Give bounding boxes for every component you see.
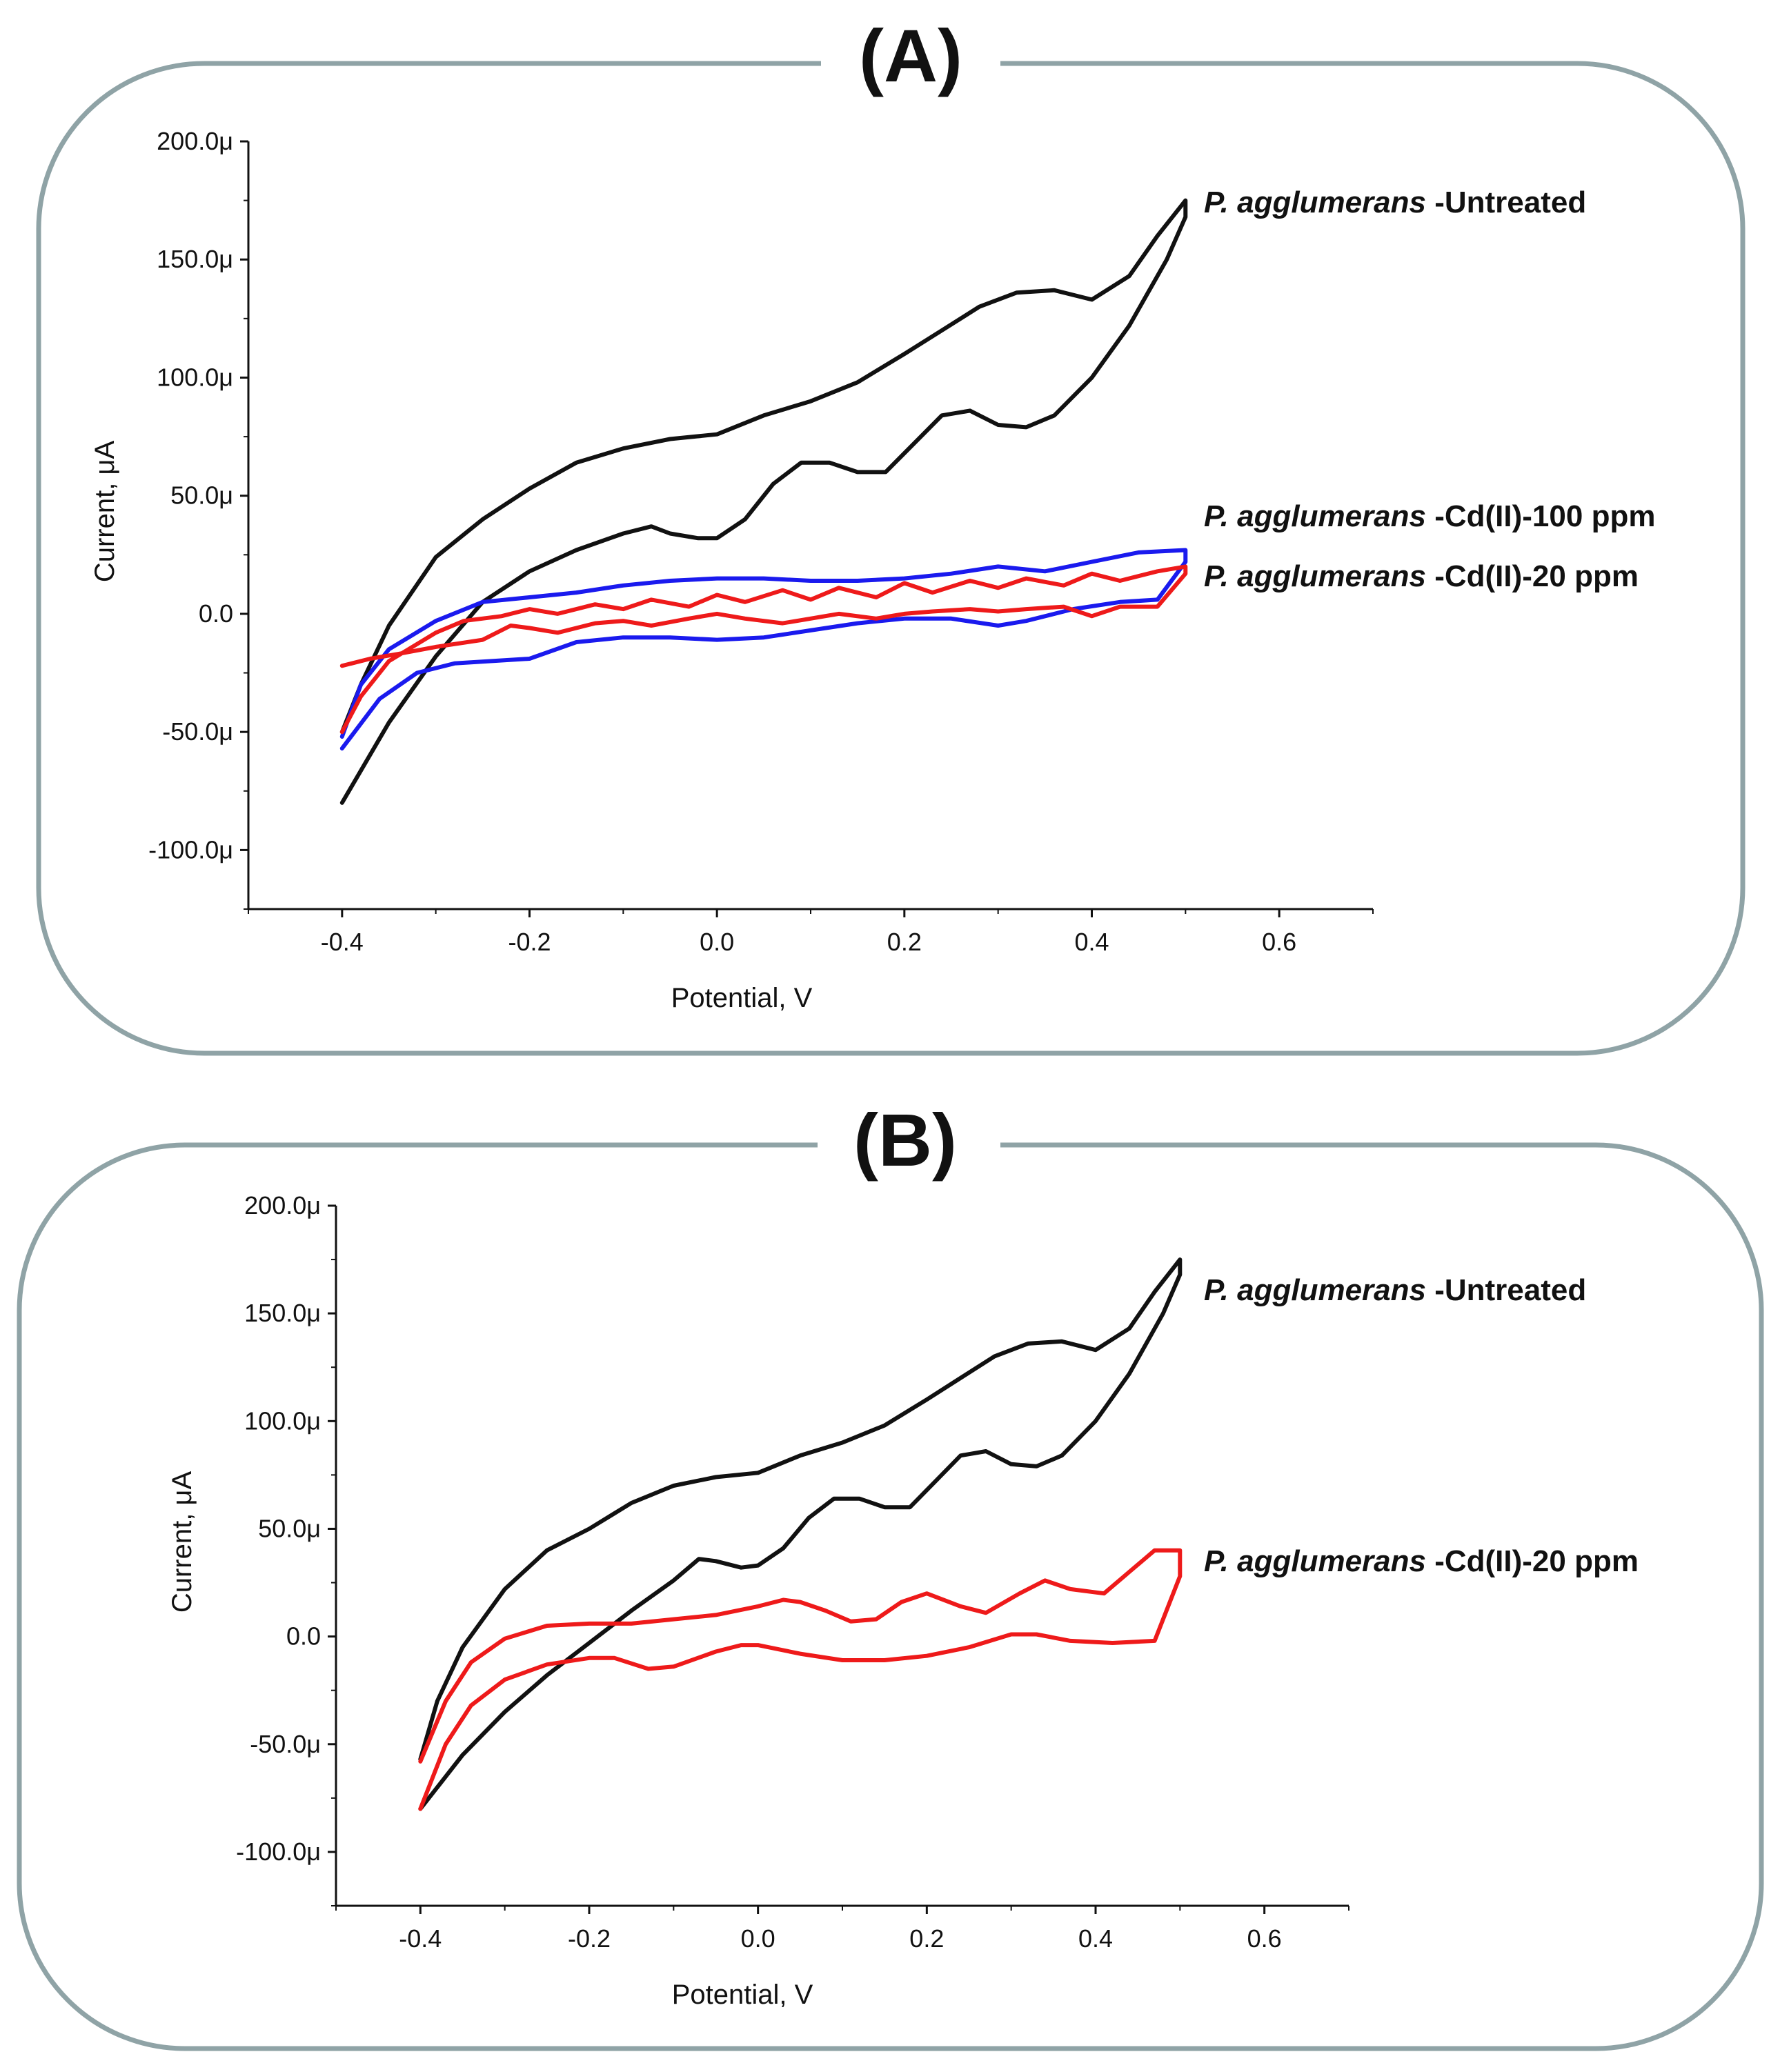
y-tick-label: 0.0 [286,1622,321,1651]
x-tick-label: -0.4 [321,928,364,956]
x-tick-label: 0.6 [1262,928,1296,956]
series-line-cd-ii-100-ppm [339,548,1188,751]
y-tick-label: 200.0μ [157,127,233,155]
x-tick-label: -0.4 [399,1924,442,1953]
x-tick-label: 0.2 [909,1924,944,1953]
series-line-cd-ii-20-ppm [339,564,1188,735]
panel-title: (B) [853,1098,957,1182]
series-label-condition: -Cd(II)-20 ppm [1426,1544,1639,1578]
frame-title-gap [821,55,1000,72]
series-label-condition: -Cd(II)-100 ppm [1426,499,1655,533]
y-tick-label: 50.0μ [170,481,233,510]
frame-title-gap [818,1137,1000,1153]
y-tick-label: 0.0 [199,599,233,628]
y-tick-label: 50.0μ [258,1514,321,1542]
y-tick-label: 200.0μ [244,1191,321,1219]
x-axis-title: Potential, V [672,1980,813,2010]
series-line-untreated [418,1257,1183,1811]
x-tick-label: 0.4 [1074,928,1109,956]
series-label-species: P. agglumerans [1204,186,1426,219]
y-axis-title: Current, μA [90,441,120,583]
series-label-untreated: P. agglumerans -Untreated [1204,1273,1586,1307]
x-tick-label: 0.6 [1247,1924,1282,1953]
series-line-untreated [339,198,1188,805]
y-tick-label: 150.0μ [244,1299,321,1327]
y-tick-label: -100.0μ [236,1837,321,1866]
series-label-cd-ii-20-ppm: P. agglumerans -Cd(II)-20 ppm [1204,559,1639,593]
x-tick-label: 0.0 [700,928,734,956]
chart-panel-b: (B) 200.0μ 150.0μ 100.0μ 50.0μ 0.0 -50.0μ -100.… [17,1098,1764,2051]
y-tick-label: 150.0μ [157,245,233,273]
y-tick-label: 100.0μ [244,1406,321,1435]
series-label-untreated: P. agglumerans -Untreated [1204,186,1586,219]
y-tick-label: 100.0μ [157,363,233,391]
series-label-condition: -Cd(II)-20 ppm [1426,559,1639,593]
x-tick-label: 0.0 [741,1924,775,1953]
x-tick-label: -0.2 [568,1924,611,1953]
x-tick-label: 0.2 [887,928,922,956]
x-tick-label: 0.4 [1078,1924,1113,1953]
y-tick-label: -50.0μ [250,1730,321,1758]
series-label-species: P. agglumerans [1204,499,1426,533]
series-label-species: P. agglumerans [1204,1273,1426,1307]
series-label-cd-ii-20-ppm: P. agglumerans -Cd(II)-20 ppm [1204,1544,1639,1578]
panel-title: (A) [859,14,962,97]
series-label-species: P. agglumerans [1204,559,1426,593]
series-line-cd-ii-20-ppm [418,1548,1183,1811]
y-tick-label: -100.0μ [148,835,233,864]
series-label-condition: -Untreated [1426,186,1586,219]
series-label-species: P. agglumerans [1204,1544,1426,1578]
series-label-condition: -Untreated [1426,1273,1586,1307]
x-tick-label: -0.2 [508,928,551,956]
chart-panel-a: (A) 200.0μ 150.0μ 100.0μ 50.0μ 0.0 -50.0μ -100.… [36,14,1746,1056]
y-axis-title: Current, μA [167,1471,197,1613]
y-tick-label: -50.0μ [162,717,233,746]
x-axis-title: Potential, V [671,983,813,1013]
series-label-cd-ii-100-ppm: P. agglumerans -Cd(II)-100 ppm [1204,499,1655,533]
